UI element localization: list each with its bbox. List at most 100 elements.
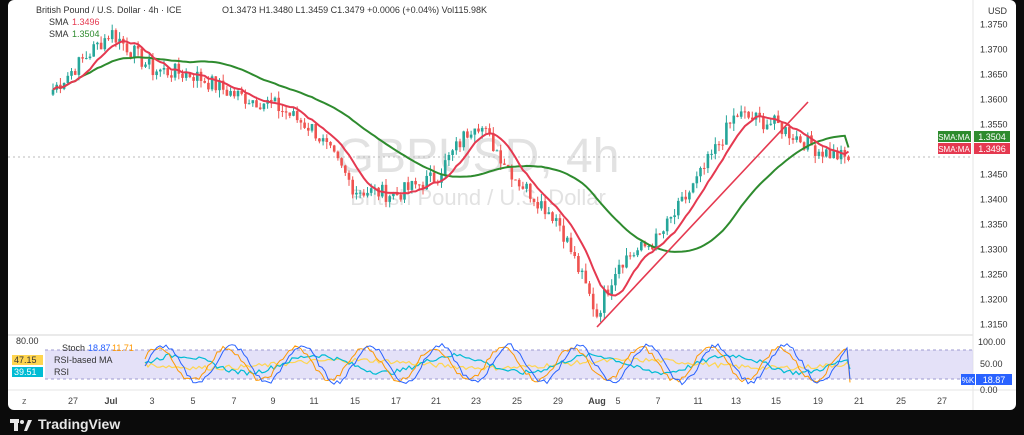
candle[interactable] [421, 184, 425, 190]
candle[interactable] [92, 44, 95, 57]
candle[interactable] [473, 128, 477, 135]
candle[interactable] [480, 127, 484, 132]
candle[interactable] [336, 151, 340, 159]
candle[interactable] [628, 255, 632, 257]
candle[interactable] [221, 80, 225, 90]
candle[interactable] [636, 250, 639, 256]
candle[interactable] [684, 196, 687, 200]
candle[interactable] [721, 144, 724, 146]
candle[interactable] [706, 153, 710, 169]
candle[interactable] [762, 116, 765, 130]
candle[interactable] [258, 107, 262, 110]
candle[interactable] [362, 192, 366, 196]
candle[interactable] [680, 196, 684, 201]
rsi-ma-legend-label[interactable]: RSI-based MA [54, 355, 113, 365]
candle[interactable] [295, 111, 299, 121]
candle[interactable] [147, 58, 151, 65]
time-axis-menu-icon[interactable]: z [22, 396, 27, 406]
candle[interactable] [118, 38, 121, 43]
candle[interactable] [806, 135, 810, 150]
candle[interactable] [614, 273, 617, 286]
candle[interactable] [85, 58, 88, 60]
candle[interactable] [281, 111, 284, 113]
sma-slow-line[interactable] [52, 56, 850, 253]
candle[interactable] [584, 270, 588, 284]
candle[interactable] [351, 179, 354, 195]
candle[interactable] [358, 192, 362, 194]
candle[interactable] [817, 151, 821, 156]
candle[interactable] [188, 72, 192, 78]
sma-fast-line[interactable] [52, 39, 850, 297]
candle[interactable] [691, 183, 695, 193]
price-tick-labels[interactable]: 1.37501.37001.36501.36001.35501.35001.34… [980, 20, 1008, 330]
candle[interactable] [144, 64, 147, 67]
candle[interactable] [802, 142, 806, 150]
candle[interactable] [458, 141, 462, 148]
candle[interactable] [699, 167, 702, 177]
candle[interactable] [288, 112, 292, 116]
candle[interactable] [558, 218, 562, 226]
candle[interactable] [214, 76, 218, 91]
candle[interactable] [510, 166, 514, 180]
candle[interactable] [310, 124, 314, 131]
candle[interactable] [710, 153, 713, 155]
candle[interactable] [159, 69, 162, 72]
candle[interactable] [284, 111, 288, 113]
candle[interactable] [547, 212, 551, 215]
candle[interactable] [70, 71, 73, 76]
candle[interactable] [503, 163, 506, 165]
candle[interactable] [307, 127, 310, 131]
candle[interactable] [107, 38, 110, 40]
candle[interactable] [173, 63, 177, 78]
candle[interactable] [466, 131, 469, 138]
candle[interactable] [651, 246, 654, 250]
candle[interactable] [96, 42, 99, 45]
candle[interactable] [795, 136, 798, 140]
candle[interactable] [262, 103, 266, 110]
candle[interactable] [525, 183, 528, 189]
candle[interactable] [329, 141, 332, 146]
candle[interactable] [129, 52, 132, 58]
candle[interactable] [758, 112, 761, 117]
candle[interactable] [654, 233, 658, 250]
candle[interactable] [540, 201, 543, 209]
candle[interactable] [218, 80, 221, 91]
candle[interactable] [210, 76, 214, 90]
candle[interactable] [110, 30, 114, 40]
candle[interactable] [114, 30, 118, 43]
candle[interactable] [162, 67, 166, 70]
rsi-ma-line[interactable] [144, 357, 851, 371]
candle[interactable] [492, 133, 495, 152]
rsi-legend-label[interactable]: RSI [54, 367, 69, 377]
candle[interactable] [662, 231, 665, 234]
candle[interactable] [573, 252, 576, 256]
candle[interactable] [610, 285, 613, 295]
candle[interactable] [125, 43, 129, 53]
candle[interactable] [255, 100, 258, 108]
candle[interactable] [743, 111, 747, 113]
candle[interactable] [318, 138, 321, 142]
candle[interactable] [81, 57, 84, 59]
candle[interactable] [562, 225, 565, 242]
candle[interactable] [240, 90, 243, 94]
candle[interactable] [529, 183, 532, 199]
stoch-k-line[interactable] [144, 342, 851, 386]
candle[interactable] [270, 99, 273, 102]
candle[interactable] [432, 172, 436, 182]
candle[interactable] [640, 241, 643, 251]
candle[interactable] [810, 135, 813, 146]
candle[interactable] [381, 184, 384, 197]
candle[interactable] [784, 127, 787, 135]
candle[interactable] [736, 115, 739, 117]
sma-fast-legend-label[interactable]: SMA [49, 17, 69, 27]
candle[interactable] [791, 138, 795, 140]
candle[interactable] [406, 182, 410, 190]
candle[interactable] [73, 71, 77, 75]
sma-slow-legend-label[interactable]: SMA [49, 29, 69, 39]
candle[interactable] [170, 75, 173, 78]
candle[interactable] [580, 270, 584, 273]
candle[interactable] [388, 196, 391, 202]
candle[interactable] [825, 149, 828, 157]
candle[interactable] [517, 179, 521, 187]
candle[interactable] [765, 124, 769, 130]
